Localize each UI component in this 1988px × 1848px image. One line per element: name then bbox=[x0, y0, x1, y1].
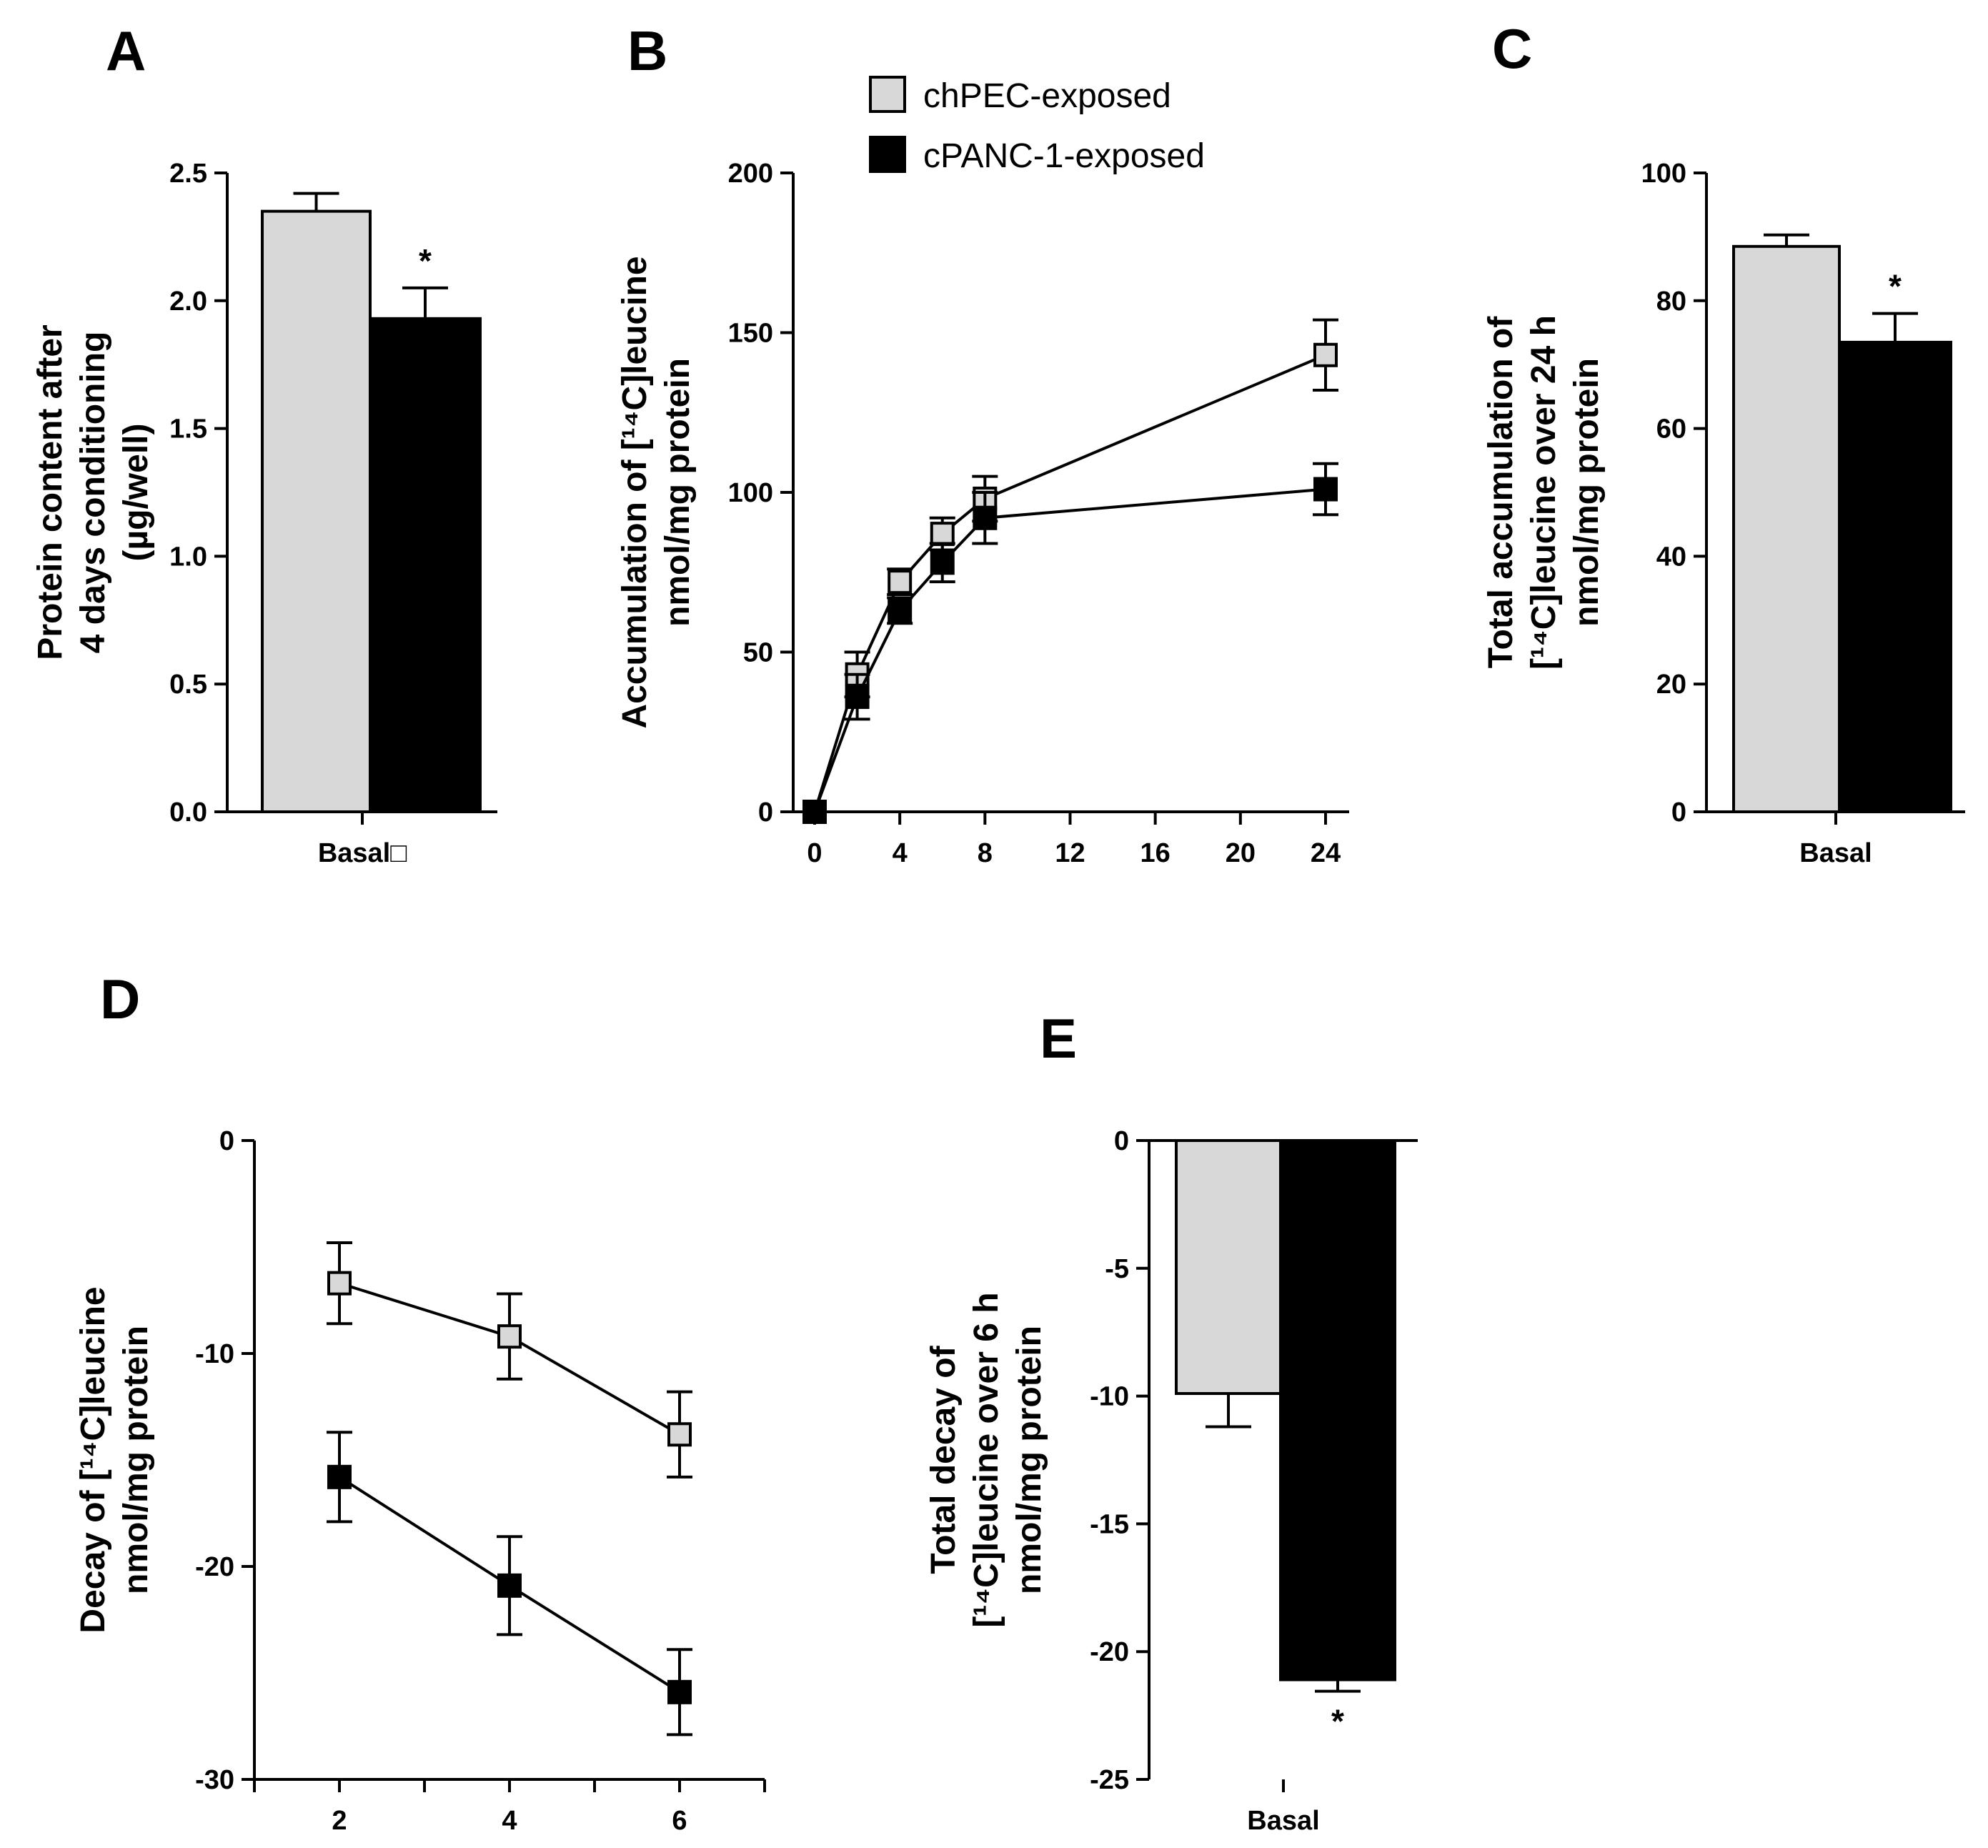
panel-letter-b: B bbox=[627, 19, 667, 82]
panel-a-category-label: Basal□ bbox=[318, 838, 407, 868]
panel-letter-d: D bbox=[100, 968, 140, 1030]
panel-b-y-title-line: Accumulation of [¹⁴C]leucine bbox=[616, 256, 654, 728]
legend-label-cpanc: cPANC-1-exposed bbox=[923, 137, 1205, 175]
panel-e-y-title-line: Total decay of bbox=[925, 1345, 963, 1574]
panel-b-x-tick-label: 8 bbox=[978, 838, 993, 868]
panel-b-point-cpanc bbox=[1313, 477, 1338, 502]
panel-b-point-cpanc bbox=[802, 800, 827, 824]
panel-e-bar-cpanc bbox=[1279, 1139, 1396, 1681]
panel-c-y-title-line: nmol/mg protein bbox=[1568, 358, 1606, 627]
legend-swatch-cpanc bbox=[869, 136, 906, 173]
panel-letter-a: A bbox=[106, 19, 146, 82]
panel-a-y-tick-label: 2.0 bbox=[169, 287, 207, 317]
panel-c-y-title: Total accumulation of [¹⁴C]leucine over 2… bbox=[1482, 315, 1606, 670]
panel-c-y-tick-label: 100 bbox=[1641, 159, 1686, 189]
panel-d-point-chpec bbox=[667, 1422, 692, 1447]
legend-swatch-chpec bbox=[869, 76, 906, 113]
panel-d-y-tick-label: -20 bbox=[195, 1552, 234, 1582]
panel-e-category-label: Basal bbox=[1247, 1806, 1319, 1836]
panel-b-y-tick-label: 200 bbox=[728, 159, 773, 189]
panel-b-x-tick-label: 12 bbox=[1055, 838, 1085, 868]
panel-a-y-title: Protein content after 4 days conditioning… bbox=[31, 324, 155, 660]
panel-b-y-tick-label: 100 bbox=[728, 478, 773, 508]
panel-b-point-cpanc bbox=[845, 685, 870, 710]
panel-d-y-tick-label: 0 bbox=[219, 1126, 234, 1156]
panel-d-point-cpanc bbox=[327, 1464, 352, 1489]
panel-e-y-tick-label: -25 bbox=[1090, 1765, 1129, 1795]
panel-b-x-tick-label: 24 bbox=[1311, 838, 1341, 868]
panel-a-significance-star: * bbox=[419, 242, 432, 279]
panel-b-y-title-line: nmol/mg protein bbox=[659, 358, 697, 627]
panel-b-point-cpanc bbox=[973, 505, 998, 530]
panel-e-significance-star: * bbox=[1331, 1703, 1344, 1740]
panel-c-y-title-line: [¹⁴C]leucine over 24 h bbox=[1525, 315, 1563, 670]
panel-letter-c: C bbox=[1492, 17, 1532, 80]
panel-c-y-tick-label: 0 bbox=[1671, 798, 1686, 828]
panel-b-point-chpec bbox=[1313, 342, 1338, 367]
panel-e-bar-chpec bbox=[1175, 1139, 1282, 1396]
panel-e-y-tick-label: -20 bbox=[1090, 1637, 1129, 1667]
panel-b-x-tick-label: 16 bbox=[1140, 838, 1171, 868]
panel-c-significance-star: * bbox=[1889, 268, 1902, 305]
panel-d-x-tick-label: 6 bbox=[672, 1806, 687, 1836]
panel-b-point-cpanc bbox=[888, 598, 913, 623]
panel-a-bar-chpec bbox=[261, 209, 372, 813]
panel-a-bar-cpanc bbox=[369, 317, 482, 814]
legend-label-chpec: chPEC-exposed bbox=[923, 77, 1171, 115]
panel-c-y-tick-label: 60 bbox=[1656, 414, 1686, 444]
panel-a-y-title-line: Protein content after bbox=[31, 324, 69, 660]
panel-b-x-tick-label: 4 bbox=[893, 838, 908, 868]
panel-d-point-cpanc bbox=[497, 1573, 522, 1598]
panel-a-y-title-line: 4 days conditioning bbox=[74, 332, 112, 654]
panel-b-y-tick-label: 0 bbox=[758, 798, 773, 828]
panel-e-y-title-line: nmol/mg protein bbox=[1010, 1326, 1048, 1594]
panel-c-y-tick-label: 20 bbox=[1656, 670, 1686, 700]
panel-a-y-tick-label: 2.5 bbox=[169, 159, 207, 189]
panel-e-y-tick-label: -10 bbox=[1090, 1382, 1129, 1412]
panel-c-bar-cpanc bbox=[1838, 340, 1952, 814]
panel-a-y-tick-label: 1.5 bbox=[169, 414, 207, 444]
panel-e-y-tick-label: -5 bbox=[1105, 1254, 1129, 1284]
panel-e-bar-chart: -25 -20 -15 -10 -5 0 Total decay of [¹⁴C]leucin… bbox=[925, 1126, 1418, 1836]
panel-b-y-tick-label: 150 bbox=[728, 319, 773, 349]
legend: chPEC-exposed cPANC-1-exposed bbox=[869, 76, 1205, 175]
panel-b-point-chpec bbox=[888, 570, 913, 595]
panel-d-point-cpanc bbox=[667, 1679, 692, 1704]
panel-letter-e: E bbox=[1040, 1007, 1077, 1070]
panel-d-x-tick-label: 2 bbox=[332, 1806, 347, 1836]
panel-d-point-chpec bbox=[497, 1324, 522, 1349]
panel-c-category-label: Basal bbox=[1799, 838, 1872, 868]
panel-e-y-tick-label: -15 bbox=[1090, 1509, 1129, 1539]
panel-d-x-tick-label: 4 bbox=[502, 1806, 517, 1836]
panel-a-y-tick-label: 0.5 bbox=[169, 670, 207, 700]
panel-c-y-title-line: Total accumulation of bbox=[1482, 316, 1520, 668]
panel-a-y-tick-label: 1.0 bbox=[169, 542, 207, 572]
panel-c-bar-chart: 0 20 40 60 80 100 Total accumulation of [¹⁴C]le… bbox=[1482, 159, 1965, 868]
panel-a-y-title-line: (µg/well) bbox=[117, 424, 155, 562]
panel-d-point-chpec bbox=[327, 1271, 352, 1296]
panel-d-y-title: Decay of [¹⁴C]leucine nmol/mg protein bbox=[74, 1286, 155, 1633]
panel-c-bar-chpec bbox=[1732, 244, 1841, 813]
panel-e-y-tick-label: 0 bbox=[1114, 1126, 1129, 1156]
panel-d-y-title-line: nmol/mg protein bbox=[117, 1326, 155, 1594]
panel-b-point-chpec bbox=[930, 522, 955, 547]
panel-b-x-tick-label: 0 bbox=[807, 838, 822, 868]
panel-d-line-chart: -30 -20 -10 0 Decay of [¹⁴C]leucine nmol/mg p… bbox=[74, 1126, 766, 1836]
panel-b-series-line-cpanc bbox=[813, 487, 1326, 813]
panel-b-y-title: Accumulation of [¹⁴C]leucine nmol/mg prot… bbox=[616, 256, 697, 728]
panel-d-y-tick-label: -10 bbox=[195, 1339, 234, 1369]
panel-d-y-tick-label: -30 bbox=[195, 1765, 234, 1795]
panel-d-y-title-line: Decay of [¹⁴C]leucine bbox=[74, 1286, 112, 1633]
panel-c-y-tick-label: 80 bbox=[1656, 287, 1686, 317]
panel-a-y-tick-label: 0.0 bbox=[169, 798, 207, 828]
panel-a-bar-chart: 0.0 0.5 1.0 1.5 2.0 2.5 Protein content after 4… bbox=[31, 159, 497, 868]
panel-e-y-title-line: [¹⁴C]leucine over 6 h bbox=[968, 1292, 1005, 1627]
panel-b-y-tick-label: 50 bbox=[743, 638, 773, 668]
panel-b-x-tick-label: 20 bbox=[1226, 838, 1256, 868]
panel-e-y-title: Total decay of [¹⁴C]leucine over 6 h nmol/… bbox=[925, 1292, 1048, 1627]
panel-b-point-cpanc bbox=[930, 550, 955, 575]
panel-c-y-tick-label: 40 bbox=[1656, 542, 1686, 572]
